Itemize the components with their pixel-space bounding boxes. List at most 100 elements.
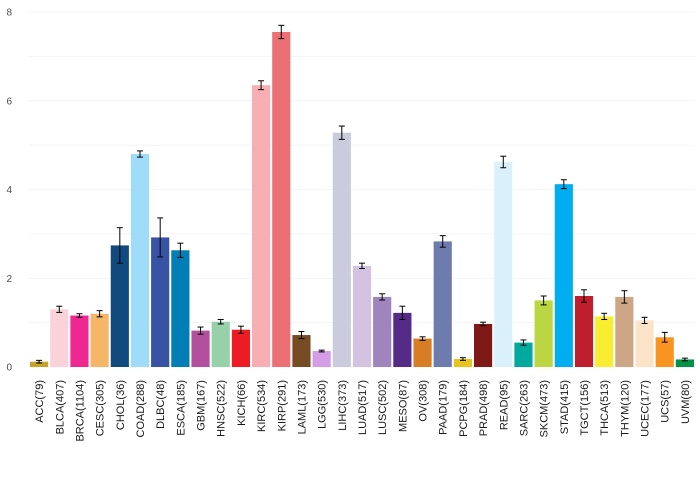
error-bar	[681, 357, 688, 362]
x-tick-label: THYM(120)	[619, 380, 631, 437]
bar-kirp	[272, 31, 291, 367]
x-tick-label: PRAD(498)	[478, 380, 490, 436]
bar-acc	[30, 361, 49, 367]
error-bar	[419, 336, 426, 341]
x-tick-label: UCS(57)	[660, 380, 672, 423]
bar-skcm	[534, 300, 553, 367]
error-bars	[36, 24, 688, 364]
x-tick-label: CESC(305)	[95, 380, 107, 436]
y-tick-label: 4	[6, 185, 12, 196]
x-tick-label: UCEC(177)	[640, 380, 652, 437]
x-tick-label: HNSC(522)	[216, 380, 228, 437]
bar-hnsc	[211, 321, 230, 367]
error-bar	[439, 235, 446, 248]
bars	[30, 31, 694, 367]
bar-tgct	[574, 296, 594, 367]
error-bar	[56, 305, 63, 313]
error-bar	[76, 313, 83, 318]
x-tick-label: OV(308)	[418, 380, 430, 422]
x-tick-label: GBM(167)	[196, 380, 208, 431]
x-tick-label: SARC(263)	[518, 380, 530, 436]
bar-lihc	[332, 132, 351, 367]
x-tick-label: KIRC(534)	[256, 380, 268, 432]
error-bar	[298, 331, 305, 340]
x-tick-label: DLBC(48)	[155, 380, 167, 429]
error-bar	[379, 293, 386, 301]
error-bar	[500, 155, 507, 169]
bar-kirc	[252, 85, 271, 367]
bar-luad	[352, 265, 372, 367]
bar-stad	[554, 184, 573, 367]
x-tick-label: STAD(415)	[559, 380, 571, 434]
x-tick-label: PAAD(179)	[438, 380, 450, 435]
y-tick-label: 6	[6, 96, 12, 107]
error-bar	[540, 295, 547, 306]
error-bar	[217, 319, 224, 325]
error-bar	[318, 349, 325, 353]
error-bar	[399, 305, 406, 321]
bar-dlbc	[151, 237, 170, 367]
error-bar	[581, 289, 587, 303]
error-bar	[96, 310, 103, 318]
bar-paad	[433, 241, 452, 367]
bar-ov	[413, 338, 432, 367]
bar-ucec	[635, 320, 654, 367]
error-bar	[237, 325, 244, 334]
bar-thca	[595, 316, 614, 367]
error-bar	[137, 150, 143, 158]
error-bar	[641, 316, 648, 325]
bar-kich	[231, 329, 250, 367]
x-tick-label: BLCA(407)	[54, 380, 66, 434]
x-tick-label: PCPG(184)	[458, 380, 470, 437]
bar-ucs	[655, 337, 674, 367]
error-bar	[116, 227, 123, 264]
y-tick-label: 0	[6, 363, 12, 374]
error-bar	[157, 217, 164, 258]
error-bar	[661, 331, 668, 343]
bar-esca	[171, 250, 190, 367]
error-bar	[480, 321, 487, 327]
error-bar	[278, 24, 285, 40]
error-bar	[359, 262, 365, 269]
x-tick-label: LIHC(373)	[337, 380, 349, 431]
bar-chol	[110, 245, 129, 367]
x-tick-label: KIRP(291)	[276, 380, 288, 431]
bar-lgg	[312, 351, 331, 367]
bar-thym	[615, 296, 634, 367]
bar-lusc	[373, 296, 392, 367]
bar-cesc	[90, 313, 109, 367]
x-tick-label: BRCA(1104)	[74, 380, 86, 442]
error-bar	[520, 339, 527, 346]
error-bar	[177, 242, 184, 258]
bar-brca	[70, 315, 89, 367]
y-tick-label: 8	[6, 8, 12, 19]
bar-read	[494, 161, 513, 367]
x-tick-label: SKCM(473)	[539, 380, 551, 437]
error-bar	[258, 80, 265, 91]
x-tick-label: ACC(79)	[34, 380, 46, 423]
bar-laml	[292, 335, 311, 367]
x-tick-label: LUAD(517)	[357, 380, 369, 435]
error-bar	[459, 357, 466, 361]
bar-blca	[50, 309, 69, 367]
bar-pcpg	[453, 359, 472, 367]
x-tick-label: LUSC(502)	[377, 380, 389, 435]
error-bar	[197, 326, 204, 335]
x-tick-label: TGCT(156)	[579, 380, 591, 436]
bar-gbm	[191, 330, 210, 367]
x-tick-label: LAML(173)	[296, 380, 308, 434]
y-tick-label: 2	[6, 274, 12, 285]
x-tick-label: THCA(513)	[599, 380, 611, 436]
bar-sarc	[514, 342, 533, 367]
y-axis-ticks: 0 2 4 6 8	[6, 8, 12, 374]
x-tick-label: READ(95)	[498, 380, 510, 430]
x-tick-label: UVM(80)	[680, 380, 692, 424]
bar-meso	[393, 312, 412, 367]
x-tick-label: KICH(66)	[236, 380, 248, 426]
x-tick-label: MESO(87)	[397, 380, 409, 432]
error-bar	[601, 312, 608, 321]
x-axis-labels: ACC(79) BLCA(407) BRCA(1104) CESC(305) CHOL(…	[34, 380, 692, 442]
x-tick-label: ESCA(185)	[175, 380, 187, 436]
bar-uvm	[675, 359, 694, 367]
